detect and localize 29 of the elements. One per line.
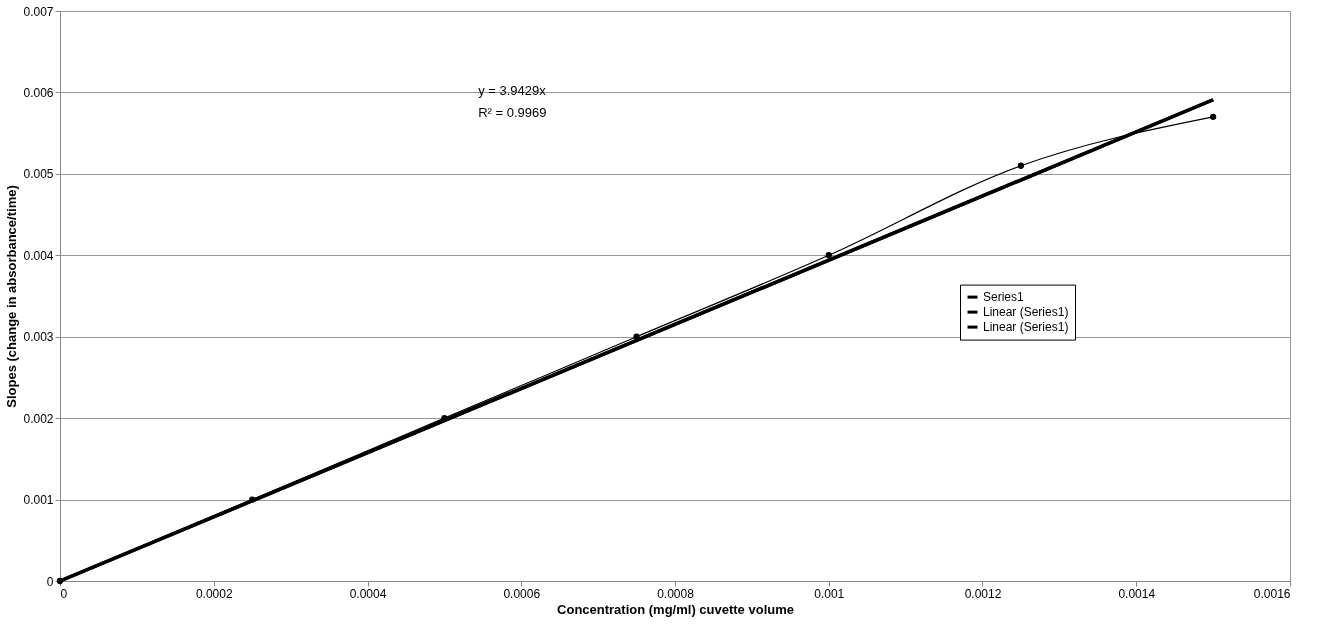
x-tick-label: 0.0002 <box>195 586 233 601</box>
y-tick-label: 0.004 <box>23 248 54 263</box>
point <box>633 333 640 340</box>
legend-label: Linear (Series1) <box>983 305 1069 320</box>
point <box>825 252 832 259</box>
annotation: y = 3.9429x <box>478 82 547 98</box>
x-tick-label: 0.0016 <box>1253 586 1291 601</box>
point <box>249 496 256 503</box>
y-tick-label: 0.006 <box>23 85 54 100</box>
legend-label: Linear (Series1) <box>983 320 1069 335</box>
y-tick-label: 0.005 <box>23 167 54 182</box>
y-tick-label: 0.002 <box>23 411 54 426</box>
x-axis-title: Concentration (mg/ml) cuvette volume <box>557 601 794 617</box>
x-tick-label: 0.0012 <box>964 586 1002 601</box>
y-axis-title: Slopes (change in absorbance/time) <box>4 185 20 408</box>
x-tick-label: 0.0008 <box>657 586 695 601</box>
annotation: R² = 0.9969 <box>478 104 547 120</box>
x-tick-label: 0.001 <box>814 586 845 601</box>
x-tick-label: 0.0006 <box>503 586 541 601</box>
y-tick-label: 0.001 <box>23 493 54 508</box>
x-tick-label: 0.0014 <box>1118 586 1156 601</box>
point <box>1209 113 1217 121</box>
legend-label: Series1 <box>983 290 1025 305</box>
point <box>1017 162 1025 169</box>
y-tick-label: 0 <box>46 574 54 589</box>
x-tick-label: 0.0004 <box>349 586 387 601</box>
y-tick-label: 0.003 <box>23 330 54 345</box>
x-tick-label: 0 <box>60 586 68 601</box>
y-tick-label: 0.007 <box>23 4 54 19</box>
